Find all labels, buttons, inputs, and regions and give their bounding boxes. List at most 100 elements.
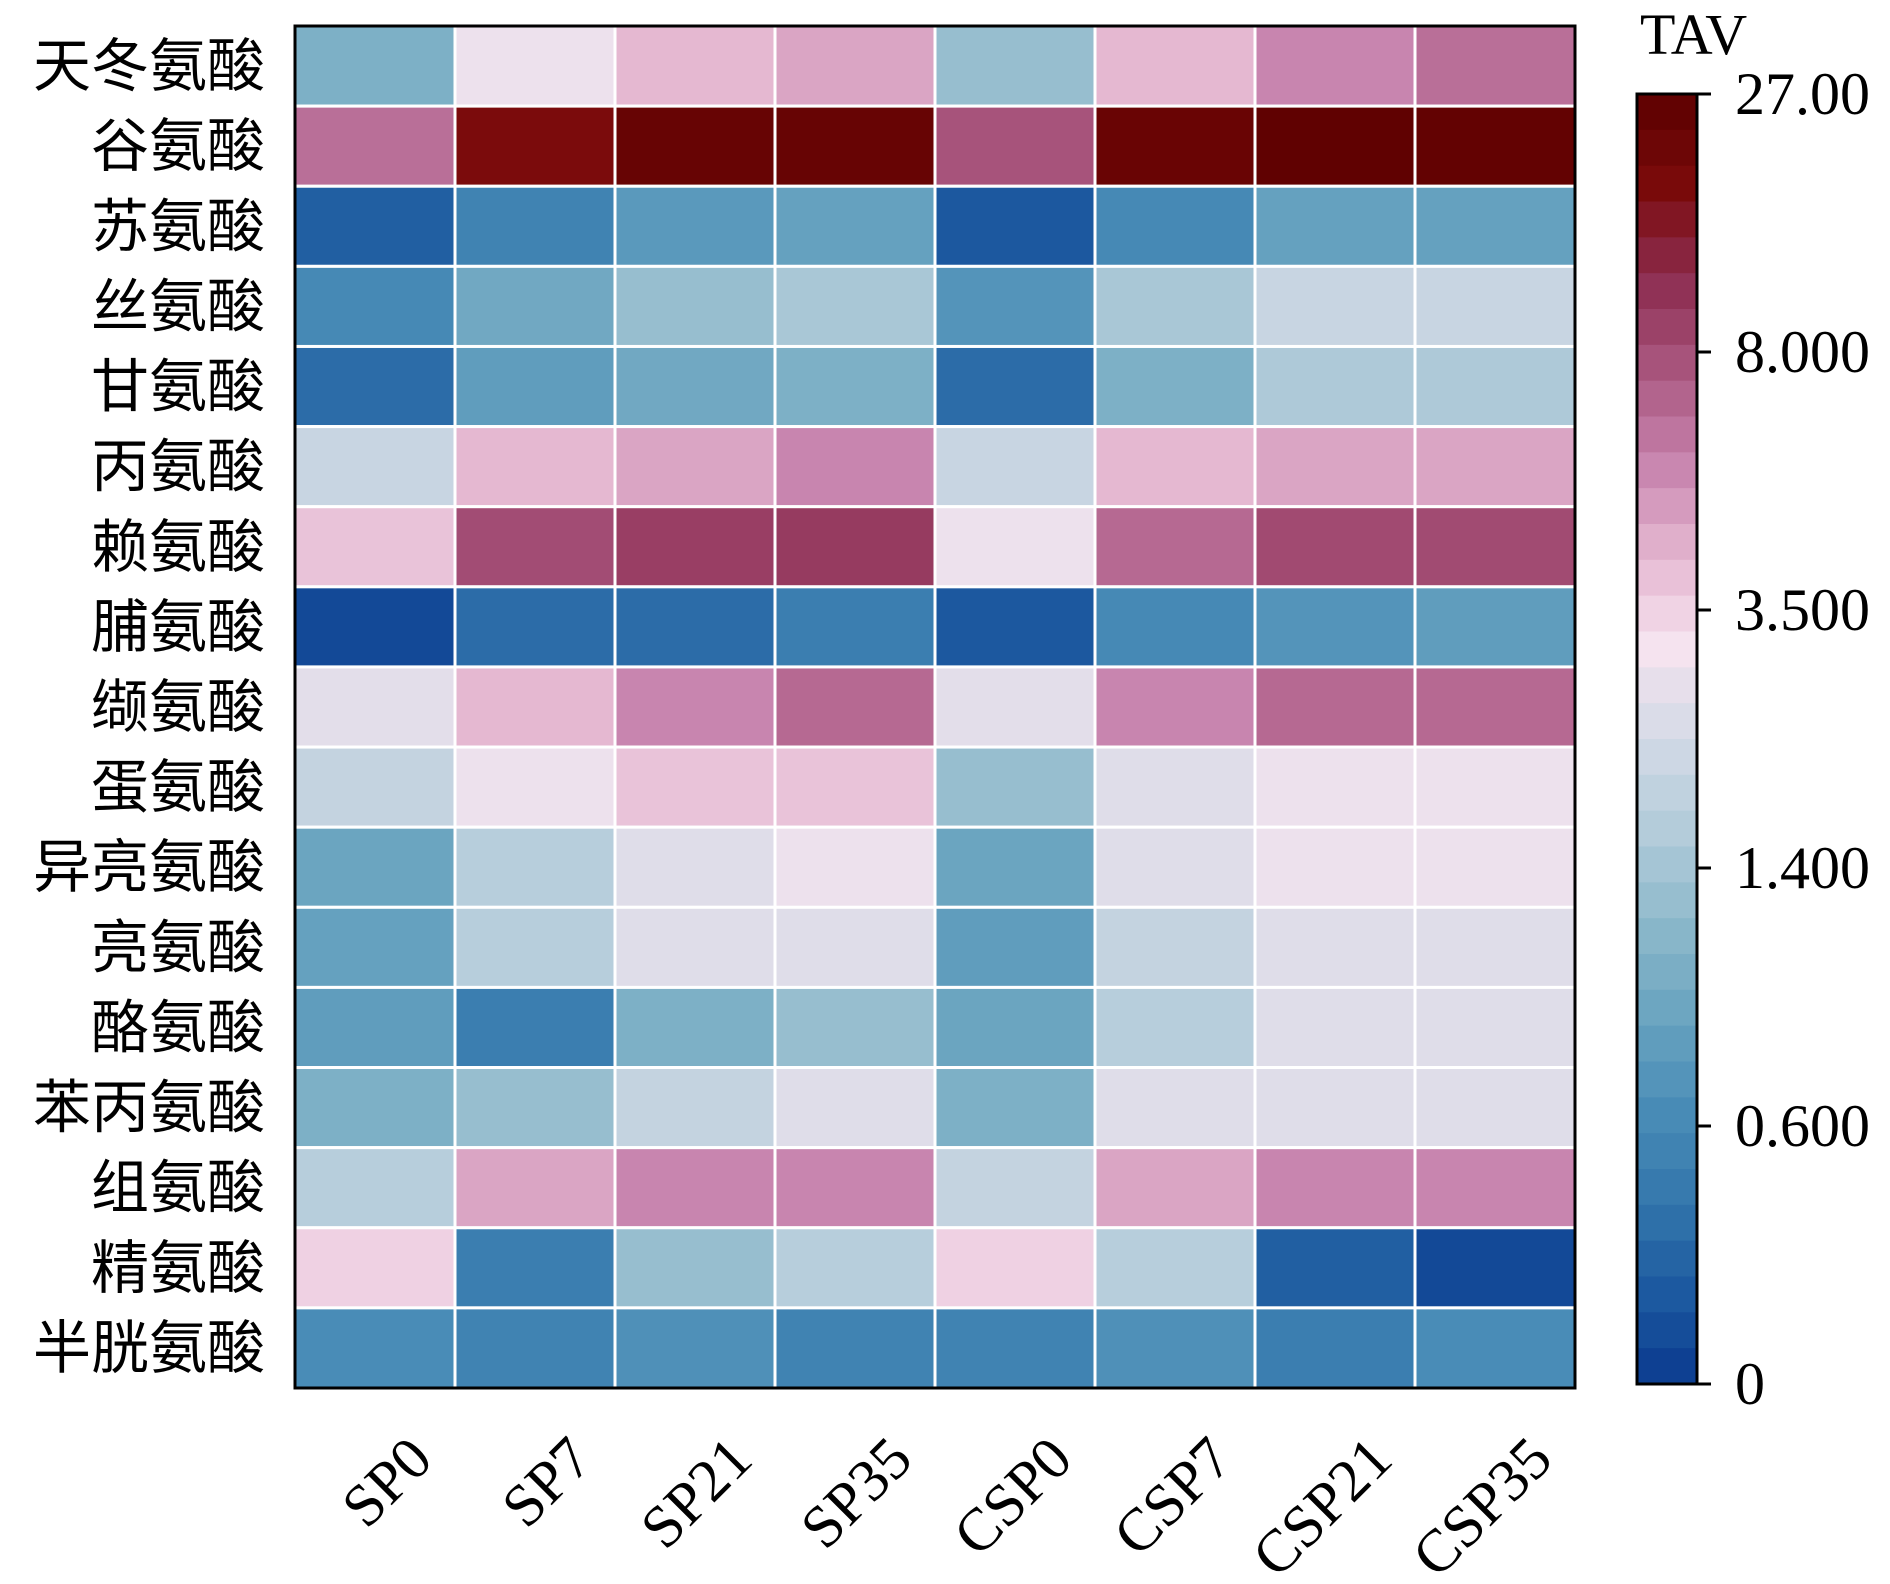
heatmap-cell-r6-c5 [1093, 505, 1257, 589]
heatmap-cell-r6-c6 [1253, 505, 1417, 589]
heatmap-cell-r5-c4 [933, 425, 1097, 509]
heatmap-cell-r2-c5 [1093, 184, 1257, 268]
heatmap-cell-r12-c3 [773, 985, 937, 1070]
heatmap-cell-r15-c7 [1413, 1226, 1577, 1310]
row-label: 亮氨酸 [91, 913, 265, 981]
colorbar-tick-label: 3.500 [1735, 577, 1870, 643]
heatmap-cell-r15-c4 [933, 1226, 1097, 1310]
colorbar-segment [1637, 416, 1697, 453]
heatmap-cell-r13-c7 [1413, 1066, 1577, 1150]
heatmap-cell-r1-c3 [773, 104, 937, 188]
heatmap-cell-r5-c6 [1253, 425, 1417, 509]
colorbar-tick-label: 0 [1735, 1351, 1765, 1417]
heatmap-cell-r16-c4 [933, 1306, 1097, 1390]
heatmap-cell-r1-c2 [613, 104, 777, 188]
row-label: 谷氨酸 [91, 112, 265, 180]
colorbar-segment [1637, 703, 1697, 740]
colorbar-segment [1637, 273, 1697, 310]
row-label: 组氨酸 [91, 1154, 265, 1222]
colorbar-segment [1637, 380, 1697, 417]
heatmap-cell-r11-c2 [613, 905, 777, 989]
heatmap-cell-r14-c7 [1413, 1146, 1577, 1230]
heatmap-cell-r6-c2 [613, 505, 777, 589]
colorbar-segment [1637, 1061, 1697, 1098]
heatmap-cell-r10-c5 [1093, 825, 1257, 909]
heatmap-cell-r0-c1 [453, 24, 617, 108]
heatmap-cell-r7-c7 [1413, 585, 1577, 669]
heatmap-cell-r14-c1 [453, 1146, 617, 1230]
row-label: 丝氨酸 [91, 272, 265, 340]
column-label: CSP0 [941, 1425, 1084, 1568]
colorbar-segment [1637, 1025, 1697, 1062]
heatmap-cell-r4-c5 [1093, 344, 1257, 429]
heatmap-cell-r10-c1 [453, 825, 617, 909]
heatmap-cell-r15-c0 [293, 1226, 457, 1310]
heatmap-cell-r0-c5 [1093, 24, 1257, 108]
heatmap-cell-r11-c0 [293, 905, 457, 989]
heatmap-cell-r13-c1 [453, 1066, 617, 1150]
heatmap-cell-r8-c3 [773, 665, 937, 749]
heatmap-cell-r10-c3 [773, 825, 937, 909]
heatmap-cell-r14-c2 [613, 1146, 777, 1230]
colorbar-segment [1637, 1312, 1697, 1349]
heatmap-cell-r3-c4 [933, 264, 1097, 348]
heatmap-cell-r0-c2 [613, 24, 777, 108]
heatmap-cell-r13-c4 [933, 1066, 1097, 1150]
heatmap-cell-r15-c3 [773, 1226, 937, 1310]
colorbar-segment [1637, 631, 1697, 668]
heatmap-cell-r5-c5 [1093, 425, 1257, 509]
colorbar-segment [1637, 165, 1697, 202]
row-label: 赖氨酸 [91, 513, 265, 581]
row-label: 酪氨酸 [91, 993, 265, 1061]
heatmap-cell-r14-c4 [933, 1146, 1097, 1230]
heatmap-cell-r9-c0 [293, 745, 457, 829]
heatmap-cell-r16-c0 [293, 1306, 457, 1390]
row-label: 蛋氨酸 [91, 753, 265, 821]
heatmap-cell-r3-c7 [1413, 264, 1577, 348]
heatmap-cell-r8-c0 [293, 665, 457, 749]
colorbar-segment [1637, 989, 1697, 1027]
heatmap-cell-r1-c1 [453, 104, 617, 188]
heatmap-cell-r4-c6 [1253, 344, 1417, 429]
colorbar-segment [1637, 559, 1697, 597]
heatmap-cell-r2-c1 [453, 184, 617, 268]
row-label: 苏氨酸 [91, 192, 265, 260]
heatmap-cell-r9-c3 [773, 745, 937, 829]
colorbar-segment [1637, 344, 1697, 382]
heatmap-cell-r1-c4 [933, 104, 1097, 188]
heatmap-cell-r7-c5 [1093, 585, 1257, 669]
heatmap-cell-r0-c6 [1253, 24, 1417, 108]
heatmap-cell-r16-c3 [773, 1306, 937, 1390]
heatmap-cell-r2-c7 [1413, 184, 1577, 268]
heatmap-cell-r7-c0 [293, 585, 457, 669]
heatmap-cell-r15-c5 [1093, 1226, 1257, 1310]
heatmap-cell-r10-c4 [933, 825, 1097, 909]
heatmap-cell-r5-c7 [1413, 425, 1577, 509]
heatmap-cell-r4-c3 [773, 344, 937, 429]
heatmap-cell-r6-c4 [933, 505, 1097, 589]
colorbar-tick-label: 0.600 [1735, 1093, 1870, 1159]
column-label: SP35 [788, 1425, 924, 1561]
colorbar-segment [1637, 1204, 1697, 1242]
colorbar-segment [1637, 1276, 1697, 1313]
heatmap-cell-r5-c3 [773, 425, 937, 509]
colorbar-tick-label: 27.00 [1735, 61, 1870, 127]
heatmap-cell-r12-c7 [1413, 985, 1577, 1070]
heatmap-cell-r3-c1 [453, 264, 617, 348]
column-label: SP0 [329, 1425, 444, 1540]
row-label: 精氨酸 [91, 1234, 265, 1302]
heatmap-cell-r9-c1 [453, 745, 617, 829]
row-label: 甘氨酸 [91, 353, 265, 421]
heatmap-cell-r15-c6 [1253, 1226, 1417, 1310]
heatmap-cell-r5-c0 [293, 425, 457, 509]
heatmap-cell-r1-c0 [293, 104, 457, 188]
heatmap-cell-r3-c6 [1253, 264, 1417, 348]
colorbar-segment [1637, 1097, 1697, 1134]
heatmap-cell-r7-c2 [613, 585, 777, 669]
heatmap-cell-r8-c6 [1253, 665, 1417, 749]
row-label: 丙氨酸 [91, 433, 265, 501]
heatmap-cell-r2-c3 [773, 184, 937, 268]
colorbar-segment [1637, 954, 1697, 991]
heatmap-cell-r13-c5 [1093, 1066, 1257, 1150]
heatmap-cell-r10-c6 [1253, 825, 1417, 909]
